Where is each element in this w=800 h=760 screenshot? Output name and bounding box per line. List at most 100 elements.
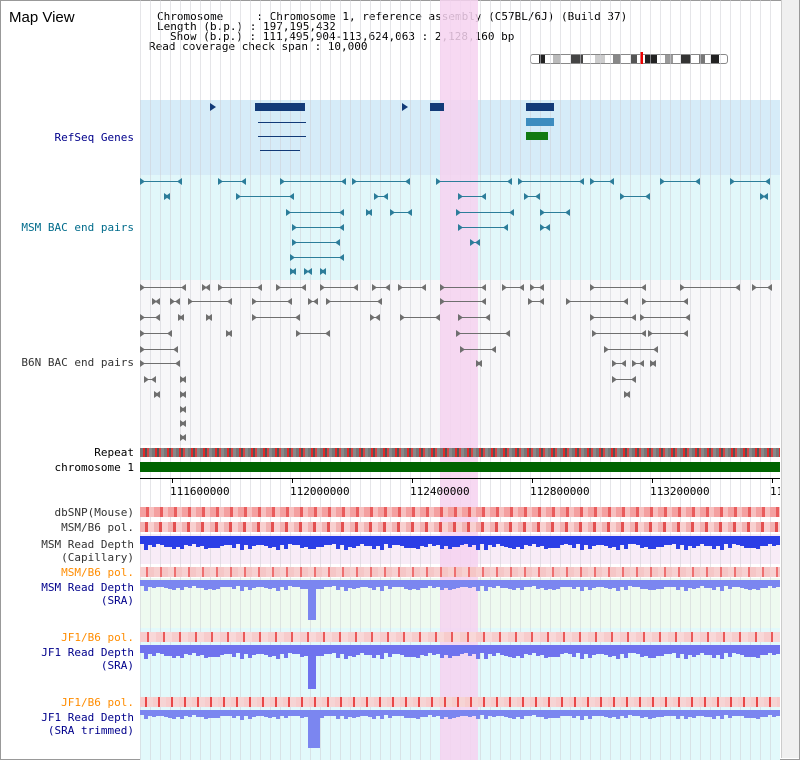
jf1-b6-pol2-track[interactable]	[140, 697, 780, 707]
bac-end-arrow[interactable]	[421, 284, 426, 291]
bac-end-arrow[interactable]	[335, 239, 340, 246]
bac-end-arrow[interactable]	[295, 314, 300, 321]
bac-end-arrow[interactable]	[458, 314, 463, 321]
msm-b6-pol-track[interactable]	[140, 522, 780, 532]
bac-end-arrow[interactable]	[339, 209, 344, 216]
bac-end-arrow[interactable]	[218, 178, 223, 185]
bac-end-arrow[interactable]	[458, 193, 463, 200]
bac-end-arrow[interactable]	[540, 224, 545, 231]
bac-end-arrow[interactable]	[566, 298, 571, 305]
bac-end-arrow[interactable]	[173, 346, 178, 353]
bac-end-arrow[interactable]	[390, 209, 395, 216]
chromosome-ideogram[interactable]	[530, 54, 728, 64]
bac-end-arrow[interactable]	[181, 284, 186, 291]
bac-end-arrow[interactable]	[218, 284, 223, 291]
bac-end-arrow[interactable]	[642, 298, 647, 305]
transcript-line[interactable]	[258, 122, 306, 123]
bac-pair-line[interactable]	[390, 212, 412, 213]
gene-block[interactable]	[255, 103, 305, 111]
bac-end-arrow[interactable]	[325, 330, 330, 337]
vertical-scrollbar[interactable]	[781, 0, 799, 758]
bac-pair-line[interactable]	[680, 287, 740, 288]
bac-end-arrow[interactable]	[320, 284, 325, 291]
bac-pair-line[interactable]	[632, 363, 644, 364]
bac-pair-line[interactable]	[280, 181, 346, 182]
transcript-line[interactable]	[260, 150, 300, 151]
bac-end-arrow[interactable]	[152, 298, 157, 305]
bac-end-arrow[interactable]	[481, 284, 486, 291]
bac-pair-line[interactable]	[458, 227, 508, 228]
bac-pair-line[interactable]	[252, 317, 300, 318]
bac-pair-line[interactable]	[540, 212, 570, 213]
bac-end-arrow[interactable]	[308, 298, 313, 305]
bac-pair-line[interactable]	[456, 333, 510, 334]
bac-end-arrow[interactable]	[140, 284, 145, 291]
bac-end-arrow[interactable]	[301, 284, 306, 291]
bac-end-arrow[interactable]	[524, 193, 529, 200]
bac-end-arrow[interactable]	[165, 193, 170, 200]
bac-pair-line[interactable]	[590, 317, 636, 318]
bac-end-arrow[interactable]	[205, 284, 210, 291]
bac-pair-line[interactable]	[374, 196, 388, 197]
bac-pair-line[interactable]	[502, 287, 524, 288]
bac-pair-line[interactable]	[592, 333, 646, 334]
bac-end-arrow[interactable]	[765, 178, 770, 185]
bac-end-arrow[interactable]	[456, 209, 461, 216]
bac-pair-line[interactable]	[648, 333, 688, 334]
bac-end-arrow[interactable]	[289, 193, 294, 200]
bac-pair-line[interactable]	[188, 301, 232, 302]
bac-end-arrow[interactable]	[290, 254, 295, 261]
bac-pair-line[interactable]	[458, 317, 490, 318]
jf1-b6-pol-track[interactable]	[140, 632, 780, 642]
bac-end-arrow[interactable]	[632, 360, 637, 367]
bac-pair-line[interactable]	[440, 287, 486, 288]
bac-end-arrow[interactable]	[509, 209, 514, 216]
bac-end-arrow[interactable]	[730, 178, 735, 185]
bac-end-arrow[interactable]	[155, 298, 160, 305]
bac-end-arrow[interactable]	[257, 284, 262, 291]
bac-end-arrow[interactable]	[291, 268, 296, 275]
bac-end-arrow[interactable]	[375, 314, 380, 321]
bac-end-arrow[interactable]	[140, 330, 145, 337]
bac-end-arrow[interactable]	[518, 178, 523, 185]
bac-pair-line[interactable]	[144, 379, 156, 380]
bac-end-arrow[interactable]	[640, 314, 645, 321]
bac-end-arrow[interactable]	[326, 298, 331, 305]
bac-pair-line[interactable]	[352, 181, 410, 182]
bac-end-arrow[interactable]	[760, 193, 765, 200]
bac-pair-line[interactable]	[292, 227, 344, 228]
bac-end-arrow[interactable]	[641, 330, 646, 337]
bac-end-arrow[interactable]	[377, 298, 382, 305]
gene-block[interactable]	[526, 118, 554, 126]
bac-pair-line[interactable]	[660, 181, 700, 182]
bac-pair-line[interactable]	[292, 242, 340, 243]
bac-end-arrow[interactable]	[683, 330, 688, 337]
bac-end-arrow[interactable]	[519, 284, 524, 291]
bac-pair-line[interactable]	[640, 317, 690, 318]
bac-end-arrow[interactable]	[592, 330, 597, 337]
bac-end-arrow[interactable]	[175, 360, 180, 367]
bac-end-arrow[interactable]	[321, 268, 326, 275]
bac-end-arrow[interactable]	[653, 346, 658, 353]
bac-pair-line[interactable]	[252, 301, 292, 302]
bac-pair-line[interactable]	[218, 181, 246, 182]
bac-end-arrow[interactable]	[460, 346, 465, 353]
bac-pair-line[interactable]	[460, 349, 496, 350]
bac-end-arrow[interactable]	[502, 284, 507, 291]
bac-end-arrow[interactable]	[620, 193, 625, 200]
bac-end-arrow[interactable]	[181, 434, 186, 441]
bac-pair-line[interactable]	[140, 287, 186, 288]
bac-pair-line[interactable]	[612, 379, 636, 380]
bac-end-arrow[interactable]	[539, 298, 544, 305]
bac-end-arrow[interactable]	[383, 193, 388, 200]
bac-end-arrow[interactable]	[651, 360, 656, 367]
bac-pair-line[interactable]	[612, 363, 626, 364]
bac-end-arrow[interactable]	[241, 178, 246, 185]
bac-end-arrow[interactable]	[545, 224, 550, 231]
bac-end-arrow[interactable]	[456, 330, 461, 337]
bac-end-arrow[interactable]	[140, 178, 145, 185]
bac-end-arrow[interactable]	[339, 224, 344, 231]
bac-end-arrow[interactable]	[631, 376, 636, 383]
bac-end-arrow[interactable]	[140, 346, 145, 353]
bac-pair-line[interactable]	[286, 212, 344, 213]
